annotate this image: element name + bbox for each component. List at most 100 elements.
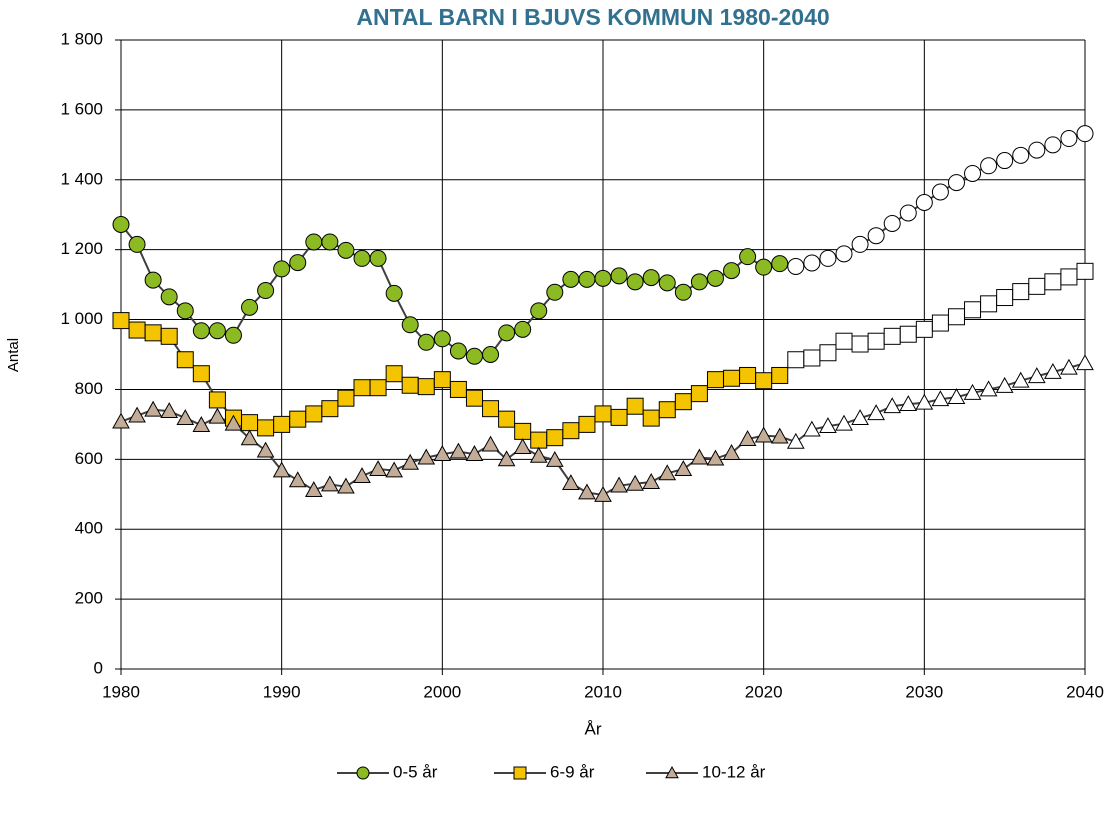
- marker: [192, 416, 211, 432]
- marker: [241, 414, 259, 432]
- marker: [321, 233, 339, 251]
- marker: [417, 378, 435, 396]
- marker: [465, 389, 483, 407]
- legend-label: 6-9 år: [550, 762, 595, 781]
- marker: [337, 241, 355, 259]
- marker: [980, 157, 998, 175]
- marker: [385, 461, 403, 478]
- marker: [498, 324, 516, 342]
- marker: [803, 349, 821, 367]
- marker: [482, 400, 500, 418]
- marker: [706, 371, 724, 389]
- marker: [996, 152, 1014, 170]
- marker: [771, 255, 789, 273]
- marker: [514, 422, 532, 440]
- marker: [771, 366, 789, 384]
- marker: [739, 248, 757, 266]
- marker: [321, 475, 339, 492]
- y-tick-label: 0: [94, 658, 103, 677]
- marker: [176, 351, 194, 369]
- marker: [770, 427, 789, 444]
- marker: [979, 380, 998, 397]
- marker: [417, 333, 435, 351]
- y-tick-label: 200: [75, 589, 103, 608]
- marker: [1012, 283, 1030, 301]
- marker: [1060, 268, 1078, 286]
- marker: [1012, 146, 1030, 164]
- legend-label: 0-5 år: [393, 762, 438, 781]
- marker: [755, 372, 773, 390]
- marker: [626, 397, 644, 415]
- marker: [947, 308, 965, 326]
- marker: [289, 410, 307, 428]
- marker: [305, 233, 323, 251]
- marker: [594, 405, 612, 423]
- marker: [964, 301, 982, 319]
- marker: [369, 379, 387, 397]
- marker: [674, 393, 692, 411]
- legend-marker: [356, 766, 370, 780]
- y-tick-label: 600: [75, 449, 103, 468]
- marker: [562, 270, 580, 288]
- marker: [867, 332, 885, 350]
- marker: [1076, 125, 1094, 143]
- marker: [819, 417, 837, 434]
- marker: [980, 295, 998, 313]
- marker: [723, 262, 741, 280]
- marker: [321, 400, 339, 418]
- marker: [224, 326, 242, 344]
- chart-title: ANTAL BARN I BJUVS KOMMUN 1980-2040: [356, 4, 829, 30]
- marker: [144, 271, 162, 289]
- marker: [257, 419, 275, 437]
- marker: [385, 284, 403, 302]
- marker: [112, 412, 130, 429]
- marker: [1060, 358, 1078, 375]
- marker: [1027, 367, 1046, 384]
- marker: [931, 183, 949, 201]
- marker: [835, 245, 853, 263]
- marker: [706, 449, 725, 466]
- marker: [513, 438, 532, 455]
- marker: [192, 322, 210, 340]
- marker: [240, 429, 259, 446]
- marker: [594, 485, 612, 502]
- marker: [996, 289, 1014, 307]
- marker: [610, 476, 628, 493]
- marker: [208, 407, 227, 424]
- marker: [883, 397, 902, 414]
- marker: [176, 409, 195, 425]
- marker: [1076, 354, 1094, 371]
- marker: [963, 383, 982, 400]
- marker: [931, 314, 949, 332]
- marker: [626, 273, 644, 291]
- marker: [803, 254, 821, 272]
- marker: [690, 448, 709, 465]
- x-tick-label: 1980: [102, 682, 140, 701]
- marker: [144, 400, 162, 417]
- marker: [112, 216, 130, 234]
- marker: [626, 474, 644, 491]
- marker: [208, 391, 226, 409]
- marker: [690, 273, 708, 291]
- marker: [835, 414, 853, 431]
- marker: [401, 376, 419, 394]
- marker: [642, 473, 661, 489]
- y-tick-label: 1 200: [60, 239, 103, 258]
- marker: [819, 344, 837, 362]
- x-tick-label: 2040: [1066, 682, 1104, 701]
- marker: [401, 453, 420, 470]
- marker: [465, 347, 483, 365]
- y-tick-label: 800: [75, 379, 103, 398]
- marker: [514, 320, 532, 338]
- marker: [433, 445, 452, 461]
- marker: [787, 351, 805, 369]
- marker: [899, 325, 917, 343]
- marker: [562, 474, 580, 490]
- y-tick-label: 1 800: [60, 29, 103, 48]
- marker: [1028, 277, 1046, 295]
- marker: [305, 405, 323, 423]
- marker: [369, 460, 387, 477]
- marker: [1044, 136, 1062, 154]
- marker: [738, 430, 757, 446]
